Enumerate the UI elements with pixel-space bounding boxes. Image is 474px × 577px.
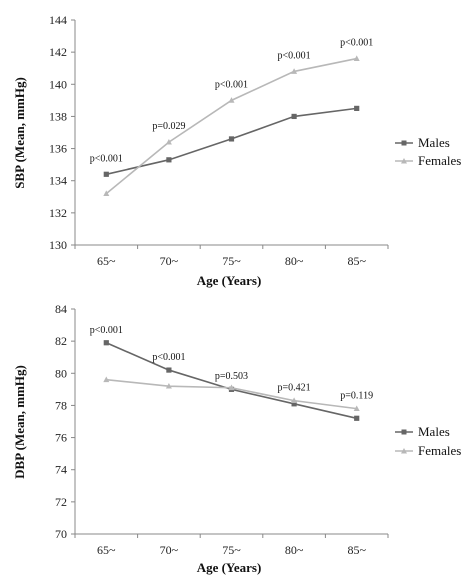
- dbp-x-ticks: 65~ 70~ 75~ 80~ 85~: [74, 534, 389, 557]
- dbp-p-value-label: p<0.001: [90, 325, 123, 336]
- sbp-annotations: p<0.001 p=0.029 p<0.001 p<0.001 p<0.001: [90, 38, 374, 165]
- dbp-p-value-label: p=0.421: [278, 383, 311, 394]
- sbp-legend-females: Females: [395, 153, 461, 168]
- sbp-legend-males-label: Males: [418, 135, 450, 150]
- sbp-legend-females-label: Females: [418, 153, 461, 168]
- sbp-females-point: [103, 190, 110, 196]
- sbp-p-value-label: p<0.001: [215, 79, 248, 90]
- dbp-y-tick-label: 78: [55, 398, 67, 412]
- sbp-males-point: [103, 171, 109, 177]
- sbp-legend-females-marker: [401, 158, 407, 164]
- dbp-p-value-label: p<0.001: [152, 352, 185, 363]
- dbp-males-point: [291, 401, 297, 407]
- dbp-legend-females-label: Females: [418, 443, 461, 458]
- sbp-x-tick-label: 85~: [347, 254, 366, 268]
- sbp-legend: Males Females: [395, 135, 461, 168]
- dbp-x-tick-label: 75~: [222, 543, 241, 557]
- dbp-x-tick-label: 70~: [160, 543, 179, 557]
- dbp-legend: Males Females: [395, 424, 461, 458]
- dbp-x-tick-label: 65~: [97, 543, 116, 557]
- dbp-legend-males-marker: [401, 429, 407, 435]
- dbp-females-point: [103, 376, 110, 383]
- dbp-series: [103, 340, 360, 421]
- dbp-males-point: [166, 367, 172, 373]
- sbp-p-value-label: p=0.029: [152, 121, 185, 132]
- dbp-x-axis-title: Age (Years): [197, 560, 262, 575]
- sbp-x-tick-label: 75~: [222, 254, 241, 268]
- sbp-legend-males-marker: [401, 140, 407, 146]
- dbp-y-tick-label: 76: [55, 431, 67, 445]
- dbp-legend-males-label: Males: [418, 424, 450, 439]
- dbp-y-ticks: 70 72 74 76 78 80 82 84: [55, 302, 75, 541]
- sbp-y-axis-title: SBP (Mean, mmHg): [12, 77, 27, 189]
- sbp-females-point: [353, 55, 360, 61]
- sbp-y-tick-label: 144: [49, 13, 67, 27]
- dbp-y-tick-label: 74: [55, 463, 67, 477]
- dbp-annotations: p<0.001 p<0.001 p=0.503 p=0.421 p=0.119: [90, 325, 373, 402]
- dbp-legend-females: Females: [395, 443, 461, 458]
- sbp-x-tick-label: 70~: [160, 254, 179, 268]
- dbp-y-tick-label: 80: [55, 366, 67, 380]
- dbp-legend-males: Males: [395, 424, 450, 439]
- sbp-x-tick-label: 80~: [285, 254, 304, 268]
- sbp-x-axis-title: Age (Years): [197, 273, 262, 288]
- sbp-p-value-label: p<0.001: [90, 153, 123, 164]
- dbp-y-tick-label: 84: [55, 302, 67, 316]
- dbp-p-value-label: p=0.503: [215, 371, 248, 382]
- sbp-males-point: [354, 105, 360, 111]
- dbp-females-point: [228, 384, 235, 391]
- sbp-p-value-label: p<0.001: [340, 38, 373, 49]
- sbp-x-tick-label: 65~: [97, 254, 116, 268]
- sbp-females-point: [291, 68, 298, 74]
- sbp-y-tick-label: 132: [49, 206, 67, 220]
- dbp-females-point: [291, 397, 298, 404]
- sbp-males-point: [166, 157, 172, 163]
- dbp-x-tick-label: 85~: [347, 543, 366, 557]
- dbp-x-tick-label: 80~: [285, 543, 304, 557]
- sbp-y-tick-label: 136: [49, 142, 67, 156]
- sbp-females-point: [165, 138, 172, 145]
- sbp-males-point: [228, 136, 235, 142]
- sbp-series: [103, 55, 360, 196]
- sbp-legend-males: Males: [395, 135, 450, 150]
- sbp-y-ticks: 130 132 134 136 138 140 142 144: [49, 13, 75, 252]
- dbp-males-point: [103, 340, 109, 346]
- sbp-y-tick-label: 138: [49, 109, 67, 123]
- dbp-y-tick-label: 82: [55, 334, 67, 348]
- dbp-females-line: [106, 378, 357, 410]
- sbp-females-point: [228, 97, 235, 103]
- sbp-y-tick-label: 130: [49, 238, 67, 252]
- dbp-y-axis-title: DBP (Mean, mmHg): [12, 365, 27, 479]
- dbp-p-value-label: p=0.119: [340, 391, 373, 402]
- dbp-females-point: [353, 405, 360, 412]
- dbp-y-tick-label: 72: [55, 495, 67, 509]
- sbp-chart: 130 132 134 136 138 140 142 144 65~ 70~ 75~ 80~ 85~…: [12, 13, 461, 288]
- dbp-chart: 70 72 74 76 78 80 82 84 65~ 70~ 75~ 80~ 85~ p<0.001…: [12, 302, 461, 575]
- dbp-males-point: [354, 415, 360, 421]
- dbp-legend-females-marker: [401, 448, 407, 454]
- sbp-p-value-label: p<0.001: [278, 50, 311, 61]
- dbp-females-point: [165, 382, 172, 389]
- dbp-y-tick-label: 70: [55, 527, 67, 541]
- sbp-males-point: [291, 113, 297, 120]
- sbp-y-tick-label: 140: [49, 77, 67, 91]
- sbp-y-tick-label: 142: [49, 45, 67, 59]
- sbp-x-ticks: 65~ 70~ 75~ 80~ 85~: [74, 245, 389, 268]
- sbp-y-tick-label: 134: [49, 174, 67, 188]
